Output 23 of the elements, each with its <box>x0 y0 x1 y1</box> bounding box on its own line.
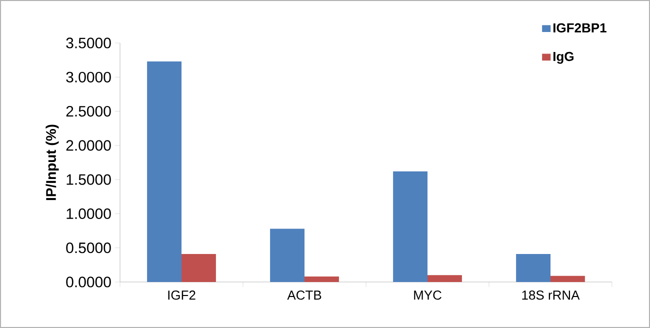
bar <box>393 171 428 282</box>
y-tick-label: 3.0000 <box>66 72 111 82</box>
x-tick-label: ACTB <box>287 290 322 300</box>
y-tick-label: 0.0000 <box>66 276 111 288</box>
bar <box>550 276 585 282</box>
y-tick-label: 1.0000 <box>66 208 111 220</box>
bar <box>304 276 339 282</box>
y-tick-label: 0.5000 <box>66 242 111 254</box>
y-tick-label: 3.5000 <box>66 38 111 48</box>
bar <box>516 254 550 282</box>
legend-label: IGF2BP1 <box>553 23 606 32</box>
bar <box>147 61 182 282</box>
y-tick-label: 1.5000 <box>66 174 111 185</box>
x-tick-label: IGF2 <box>168 290 196 300</box>
legend-label: IgG <box>553 52 574 64</box>
bar <box>428 275 462 282</box>
y-tick-label: 2.5000 <box>66 106 111 117</box>
bar <box>182 254 216 282</box>
y-tick-label: 2.0000 <box>66 140 111 151</box>
x-tick-label: 18S rRNA <box>522 290 580 300</box>
x-tick-label: MYC <box>414 290 442 300</box>
y-axis-title: IP/Input (%) <box>46 124 59 200</box>
bar <box>270 228 304 282</box>
